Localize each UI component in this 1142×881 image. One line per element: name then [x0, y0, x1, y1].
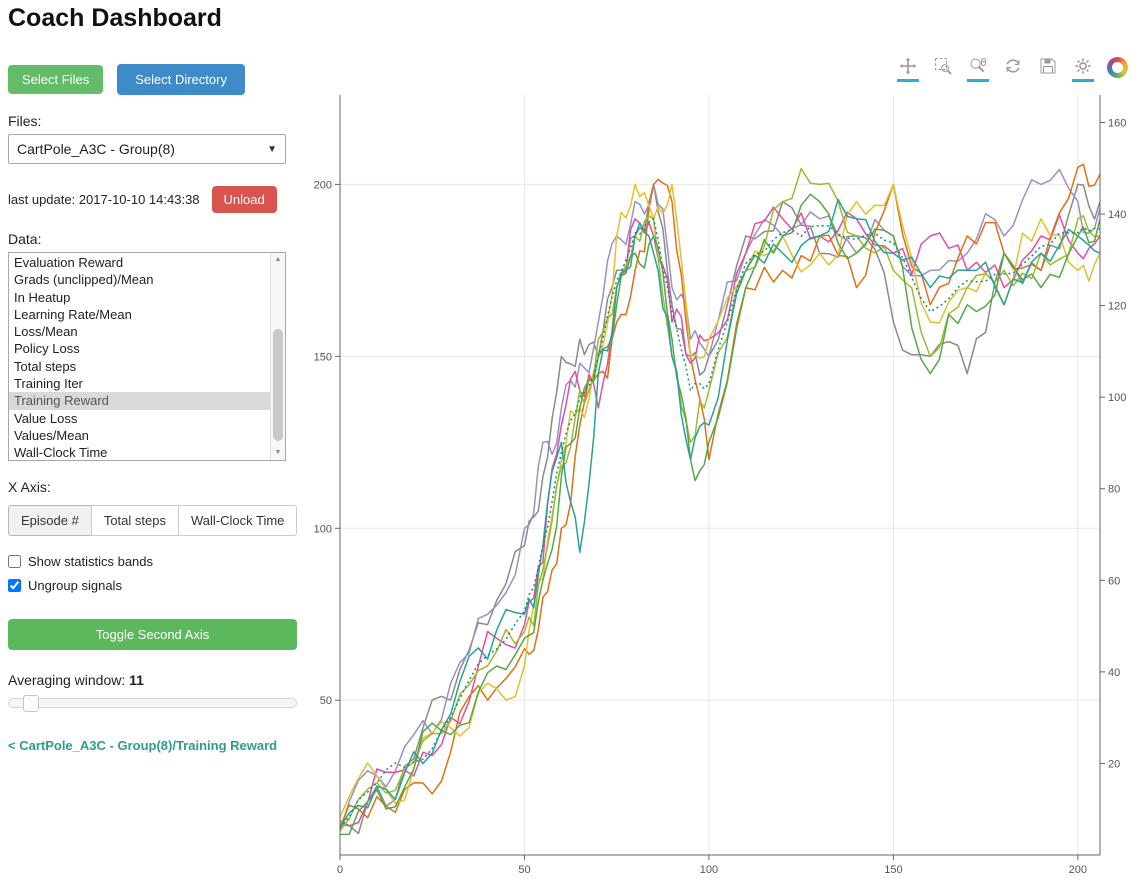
averaging-window-label: Averaging window:	[8, 672, 126, 688]
series-worker-purple	[339, 168, 1101, 832]
data-list-item[interactable]: Training Iter	[14, 376, 83, 392]
svg-text:50: 50	[518, 864, 530, 876]
series-worker-magenta	[339, 206, 1101, 827]
ungroup-signals-row: Ungroup signals	[8, 578, 300, 593]
data-listbox: Evaluation Reward Grads (unclipped)/Mean I…	[8, 252, 286, 461]
data-list-item[interactable]: In Heatup	[14, 289, 71, 305]
scroll-up-icon[interactable]: ▲	[274, 256, 282, 263]
wheel-zoom-tool-icon[interactable]	[967, 57, 989, 82]
data-list-item[interactable]: Loss/Mean	[14, 324, 78, 340]
data-list-item[interactable]: Values/Mean	[14, 427, 89, 443]
svg-text:200: 200	[314, 179, 332, 191]
data-list-item[interactable]: Value Loss	[14, 410, 78, 426]
series-worker-yellow	[339, 183, 1101, 818]
data-list-item[interactable]: Training Reward	[9, 392, 270, 410]
svg-text:100: 100	[700, 864, 718, 876]
x-axis-option-episode[interactable]: Episode #	[8, 505, 92, 536]
svg-text:100: 100	[314, 523, 332, 535]
svg-text:80: 80	[1108, 484, 1120, 496]
show-statistics-bands-row: Show statistics bands	[8, 554, 300, 569]
last-update-text: last update: 2017-10-10 14:43:38	[8, 192, 200, 207]
ungroup-signals-checkbox[interactable]	[8, 579, 21, 592]
pan-tool-icon[interactable]	[897, 57, 919, 82]
x-axis-button-group: Episode # Total steps Wall-Clock Time	[8, 505, 300, 536]
svg-text:150: 150	[884, 864, 902, 876]
dropdown-caret-icon: ▼	[267, 143, 277, 155]
training-reward-chart[interactable]: 50 100 150 200 20 40 60 80 100 120 140 160 0 50 100 150…	[305, 55, 1142, 881]
series-worker-teal	[339, 198, 1101, 828]
bokeh-logo-icon[interactable]	[1107, 57, 1128, 78]
box-zoom-tool-icon[interactable]	[932, 57, 954, 82]
reset-tool-icon[interactable]	[1002, 57, 1024, 82]
series-worker-orange	[339, 163, 1101, 828]
data-list-item[interactable]: Total steps	[14, 358, 77, 374]
series-worker-gray	[339, 183, 1101, 835]
svg-text:50: 50	[320, 695, 332, 707]
data-list-item[interactable]: Wall-Clock Time	[14, 445, 108, 461]
select-files-button[interactable]: Select Files	[8, 65, 104, 94]
svg-text:160: 160	[1108, 117, 1126, 129]
svg-text:140: 140	[1108, 209, 1126, 221]
data-label: Data:	[8, 231, 42, 247]
slider-handle[interactable]	[23, 695, 39, 712]
data-list-item[interactable]: Grads (unclipped)/Mean	[14, 272, 154, 288]
svg-text:60: 60	[1108, 575, 1120, 587]
plot-toolbar	[897, 57, 1128, 82]
ungroup-signals-label: Ungroup signals	[28, 578, 122, 593]
series-mean	[339, 218, 1101, 828]
scroll-down-icon[interactable]: ▼	[274, 449, 282, 456]
page-title: Coach Dashboard	[8, 4, 222, 32]
averaging-window-slider[interactable]	[8, 695, 297, 712]
hover-tool-icon[interactable]	[1072, 57, 1094, 82]
svg-text:100: 100	[1108, 392, 1126, 404]
select-directory-button[interactable]: Select Directory	[117, 64, 245, 95]
files-dropdown[interactable]: CartPole_A3C - Group(8) ▼	[8, 134, 286, 164]
signal-breadcrumb-link[interactable]: < CartPole_A3C - Group(8)/Training Rewar…	[8, 738, 278, 753]
x-axis-label: X Axis:	[8, 479, 51, 495]
data-list-item[interactable]: Learning Rate/Mean	[14, 306, 132, 322]
x-axis-option-wall-clock[interactable]: Wall-Clock Time	[177, 505, 298, 536]
files-label: Files:	[8, 113, 42, 129]
svg-text:150: 150	[314, 351, 332, 363]
save-tool-icon[interactable]	[1037, 57, 1059, 82]
averaging-window-value: 11	[129, 672, 144, 688]
sidebar: Select Files Select Directory Files: Car…	[8, 64, 300, 753]
svg-text:0: 0	[337, 864, 343, 876]
chart-panel: 50 100 150 200 20 40 60 80 100 120 140 160 0 50 100 150…	[305, 55, 1142, 881]
svg-text:20: 20	[1108, 758, 1120, 770]
scrollbar-thumb[interactable]	[273, 329, 283, 441]
svg-text:200: 200	[1069, 864, 1087, 876]
svg-text:120: 120	[1108, 301, 1126, 313]
data-list-item[interactable]: Evaluation Reward	[14, 255, 124, 270]
data-list-item[interactable]: Policy Loss	[14, 341, 80, 357]
show-statistics-bands-label: Show statistics bands	[28, 554, 154, 569]
series-worker-green	[340, 193, 1101, 836]
svg-text:40: 40	[1108, 667, 1120, 679]
show-statistics-bands-checkbox[interactable]	[8, 555, 21, 568]
toggle-second-axis-button[interactable]: Toggle Second Axis	[8, 619, 297, 650]
files-dropdown-value: CartPole_A3C - Group(8)	[17, 141, 175, 157]
x-axis-option-total-steps[interactable]: Total steps	[90, 505, 179, 536]
unload-button[interactable]: Unload	[211, 186, 277, 213]
listbox-scrollbar[interactable]: ▲ ▼	[270, 253, 285, 460]
